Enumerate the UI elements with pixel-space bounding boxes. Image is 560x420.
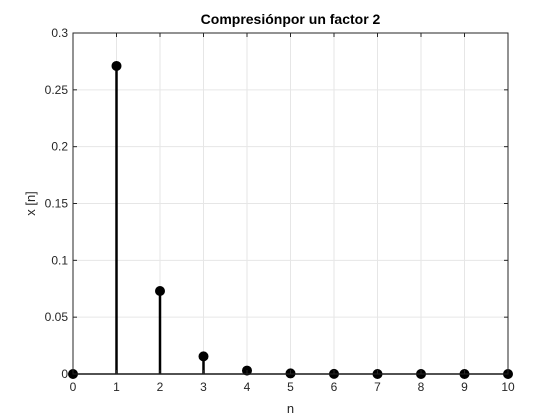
x-tick-label: 10 xyxy=(501,380,515,394)
x-tick-label: 3 xyxy=(200,380,207,394)
chart-title: Compresiónpor un factor 2 xyxy=(201,11,381,27)
stem-marker xyxy=(198,351,209,362)
x-tick-label: 9 xyxy=(461,380,468,394)
x-tick-label: 8 xyxy=(418,380,425,394)
y-tick-label: 0.2 xyxy=(51,140,68,154)
x-axis-ticks: 0 1 2 3 4 5 6 7 8 9 10 xyxy=(70,33,515,394)
stem-marker xyxy=(155,286,165,297)
x-tick-label: 2 xyxy=(157,380,164,394)
y-tick-label: 0.3 xyxy=(51,26,68,40)
x-tick-label: 6 xyxy=(331,380,338,394)
x-tick-label: 1 xyxy=(113,380,120,394)
x-tick-label: 4 xyxy=(244,380,251,394)
x-tick-label: 5 xyxy=(287,380,294,394)
x-axis-label: n xyxy=(287,401,294,416)
y-tick-label: 0.1 xyxy=(51,253,68,267)
x-tick-label: 7 xyxy=(374,380,381,394)
y-tick-label: 0.05 xyxy=(45,310,69,324)
stem-marker xyxy=(111,60,122,71)
y-tick-label: 0 xyxy=(61,367,68,381)
plot-area: 0 1 2 3 4 5 6 7 8 9 10 0 0.05 0.1 0.15 0.2 0.25 0.3 xyxy=(45,26,515,394)
y-axis-label: x [n] xyxy=(23,191,38,216)
y-tick-label: 0.15 xyxy=(45,197,69,211)
x-tick-label: 0 xyxy=(70,380,77,394)
y-axis-ticks: 0 0.05 0.1 0.15 0.2 0.25 0.3 xyxy=(45,26,508,381)
y-tick-label: 0.25 xyxy=(45,83,69,97)
